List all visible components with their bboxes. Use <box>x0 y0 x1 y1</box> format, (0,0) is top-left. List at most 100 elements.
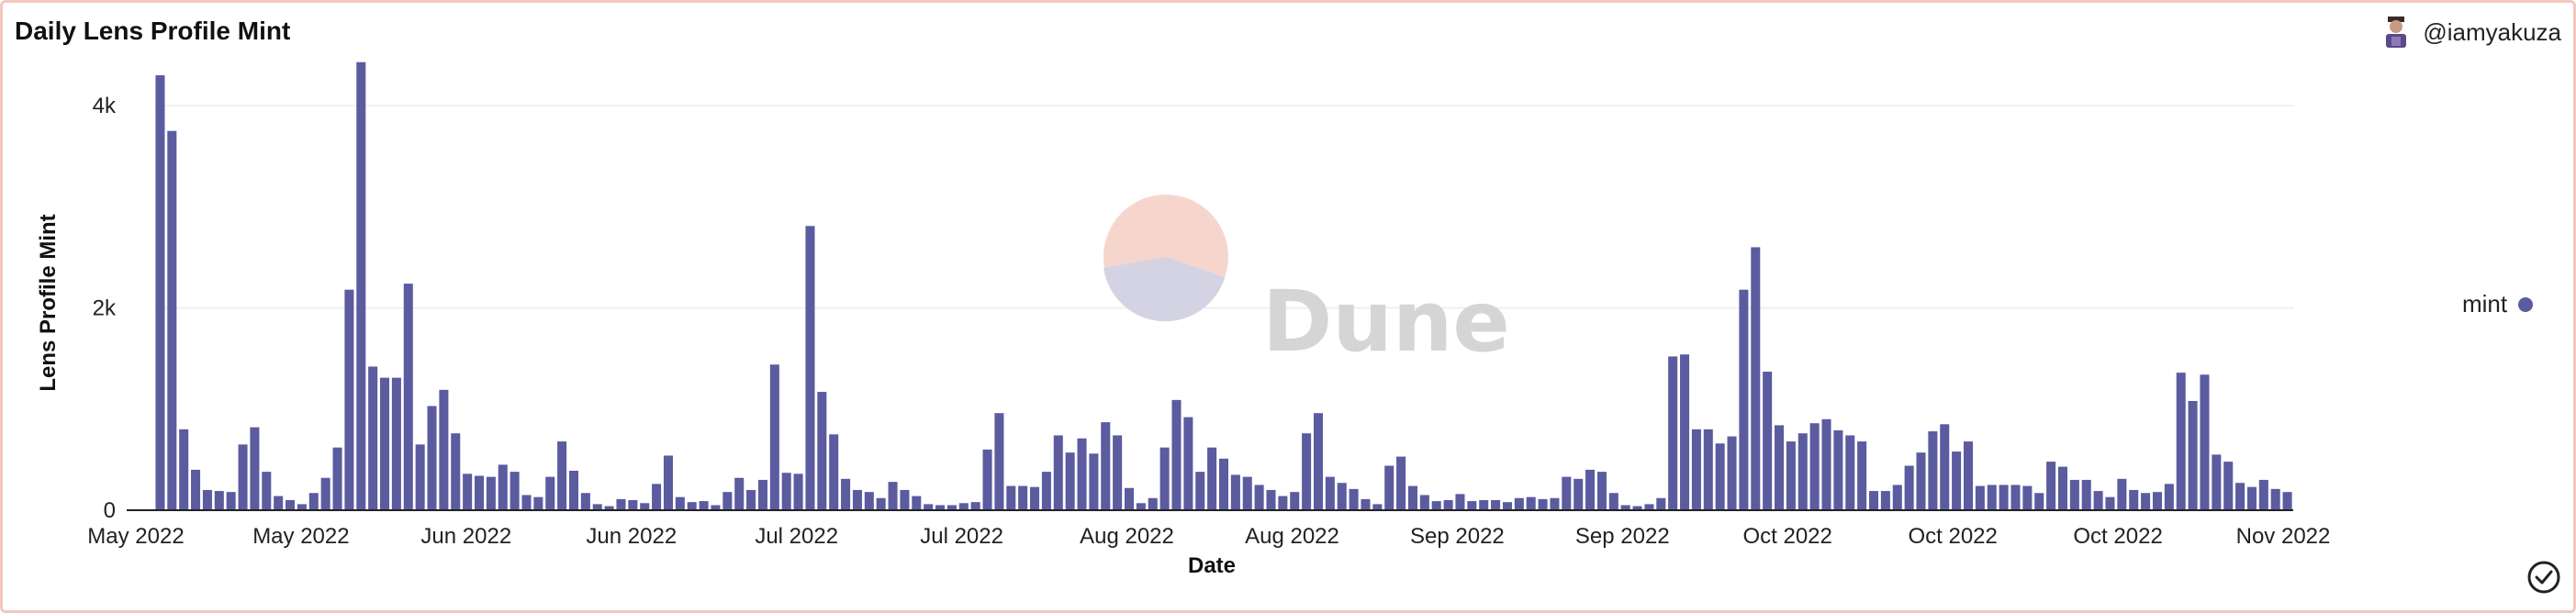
bar[interactable] <box>1940 424 1949 510</box>
bar[interactable] <box>344 290 353 510</box>
bar[interactable] <box>2259 480 2268 510</box>
bar[interactable] <box>2010 485 2020 510</box>
bar[interactable] <box>1751 247 1760 510</box>
bar[interactable] <box>1171 400 1181 510</box>
bar[interactable] <box>1350 489 1359 510</box>
bar[interactable] <box>1716 443 1725 510</box>
bar[interactable] <box>1054 435 1063 510</box>
bar[interactable] <box>1278 496 1287 510</box>
bar[interactable] <box>1219 459 1228 510</box>
bar[interactable] <box>722 492 732 510</box>
bar[interactable] <box>652 484 661 510</box>
bar[interactable] <box>1137 503 1146 510</box>
bar[interactable] <box>664 455 673 510</box>
bar[interactable] <box>794 474 803 510</box>
bar[interactable] <box>286 500 295 510</box>
bar[interactable] <box>1195 472 1204 510</box>
bar[interactable] <box>2141 493 2150 510</box>
bar[interactable] <box>2058 467 2067 510</box>
bar[interactable] <box>1539 499 1548 510</box>
bar[interactable] <box>2022 486 2032 510</box>
bar[interactable] <box>1833 430 1842 510</box>
bar[interactable] <box>368 366 377 510</box>
bar[interactable] <box>1869 491 1878 510</box>
bar[interactable] <box>1066 452 1075 510</box>
bar[interactable] <box>2212 454 2221 510</box>
bar[interactable] <box>2247 487 2257 510</box>
bar[interactable] <box>2200 374 2209 510</box>
bar[interactable] <box>2223 462 2233 510</box>
bar[interactable] <box>1728 437 1737 510</box>
bar[interactable] <box>2034 493 2044 510</box>
bar[interactable] <box>451 433 460 510</box>
bar[interactable] <box>853 490 862 510</box>
bar[interactable] <box>983 450 992 510</box>
bar[interactable] <box>1585 470 1595 510</box>
bar[interactable] <box>1207 448 1216 510</box>
bar[interactable] <box>1515 498 1524 510</box>
bar[interactable] <box>1266 490 1275 510</box>
bar[interactable] <box>1704 429 1713 510</box>
bar[interactable] <box>1255 485 1264 510</box>
bar[interactable] <box>581 493 590 510</box>
bar[interactable] <box>380 378 389 510</box>
bar[interactable] <box>404 284 413 510</box>
bar[interactable] <box>321 478 330 510</box>
bar[interactable] <box>2271 489 2280 510</box>
bar[interactable] <box>758 480 767 510</box>
bar[interactable] <box>1822 419 1831 510</box>
bar[interactable] <box>829 434 838 510</box>
bar[interactable] <box>475 476 484 510</box>
bar[interactable] <box>1491 500 1500 510</box>
bar[interactable] <box>900 490 909 510</box>
bar[interactable] <box>545 477 554 510</box>
bar[interactable] <box>865 492 874 510</box>
bar[interactable] <box>2235 483 2245 510</box>
bar[interactable] <box>1183 418 1193 510</box>
bar[interactable] <box>1562 477 1571 510</box>
bar[interactable] <box>1396 457 1406 510</box>
bar[interactable] <box>688 502 697 510</box>
bar[interactable] <box>487 477 496 510</box>
bar[interactable] <box>1916 452 1925 510</box>
bar[interactable] <box>416 444 425 510</box>
bar[interactable] <box>1680 354 1689 510</box>
bar[interactable] <box>356 62 365 510</box>
bar[interactable] <box>1018 486 1027 510</box>
bar[interactable] <box>676 497 685 510</box>
bar[interactable] <box>959 503 969 510</box>
bar[interactable] <box>877 498 886 510</box>
bar[interactable] <box>1314 413 1323 510</box>
bar[interactable] <box>1527 497 1536 510</box>
bar[interactable] <box>439 390 448 510</box>
bar[interactable] <box>1384 466 1394 511</box>
bar[interactable] <box>841 479 850 510</box>
bar[interactable] <box>1089 453 1098 510</box>
bar[interactable] <box>1964 441 1973 510</box>
bar[interactable] <box>2070 480 2079 510</box>
bar[interactable] <box>1905 466 1914 511</box>
bar[interactable] <box>557 441 566 510</box>
bar[interactable] <box>805 226 814 510</box>
bar[interactable] <box>1408 486 1417 510</box>
bar[interactable] <box>2105 497 2114 510</box>
bar[interactable] <box>1763 372 1772 510</box>
bar[interactable] <box>1101 422 1110 510</box>
bar[interactable] <box>274 496 283 510</box>
bar[interactable] <box>1928 431 1937 510</box>
bar[interactable] <box>1845 435 1854 510</box>
bar[interactable] <box>1881 491 1890 510</box>
bar[interactable] <box>1455 494 1464 510</box>
bar[interactable] <box>1326 477 1335 510</box>
bar[interactable] <box>1338 483 1347 510</box>
bar[interactable] <box>463 474 472 510</box>
bar[interactable] <box>191 470 200 510</box>
check-circle-icon[interactable] <box>2526 560 2561 595</box>
bar[interactable] <box>392 378 401 510</box>
bar[interactable] <box>1432 501 1441 510</box>
bar[interactable] <box>1786 441 1796 510</box>
bar[interactable] <box>1113 435 1122 510</box>
bar[interactable] <box>2117 479 2126 510</box>
bar[interactable] <box>1999 485 2009 510</box>
bar[interactable] <box>1290 492 1299 510</box>
